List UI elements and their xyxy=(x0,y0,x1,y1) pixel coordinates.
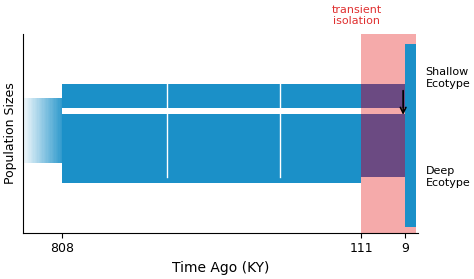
Bar xyxy=(35,98,36,163)
Text: transient
isolation: transient isolation xyxy=(331,5,382,27)
Bar xyxy=(362,84,405,108)
Bar xyxy=(28,98,29,163)
Y-axis label: Population Sizes: Population Sizes xyxy=(4,83,17,184)
Bar xyxy=(27,98,28,163)
Bar xyxy=(25,98,27,163)
Bar xyxy=(50,98,52,163)
Bar xyxy=(362,114,405,177)
Bar xyxy=(23,98,24,163)
Bar xyxy=(362,34,416,233)
Bar xyxy=(36,98,37,163)
Bar xyxy=(53,98,55,163)
Bar xyxy=(31,98,32,163)
Bar xyxy=(40,98,41,163)
Bar xyxy=(44,98,45,163)
Bar xyxy=(405,120,416,227)
Bar xyxy=(37,98,38,163)
Bar xyxy=(57,98,58,163)
Bar xyxy=(46,98,48,163)
X-axis label: Time Ago (KY): Time Ago (KY) xyxy=(172,261,269,275)
Bar xyxy=(29,98,31,163)
Bar xyxy=(32,98,33,163)
Bar xyxy=(62,114,362,177)
Bar xyxy=(58,98,60,163)
Bar xyxy=(43,98,44,163)
Bar xyxy=(24,98,25,163)
Bar xyxy=(45,98,46,163)
Bar xyxy=(61,98,62,163)
Bar xyxy=(62,84,362,108)
Bar xyxy=(33,98,35,163)
Text: Shallow
Ecotype: Shallow Ecotype xyxy=(426,67,470,89)
Bar xyxy=(405,44,416,124)
Bar xyxy=(60,98,61,163)
Bar xyxy=(52,98,53,163)
Bar xyxy=(49,98,50,163)
Text: Deep
Ecotype: Deep Ecotype xyxy=(426,166,470,188)
Bar xyxy=(55,98,57,163)
Bar xyxy=(62,177,362,183)
Bar xyxy=(48,98,49,163)
Bar xyxy=(38,98,40,163)
Bar xyxy=(41,98,43,163)
